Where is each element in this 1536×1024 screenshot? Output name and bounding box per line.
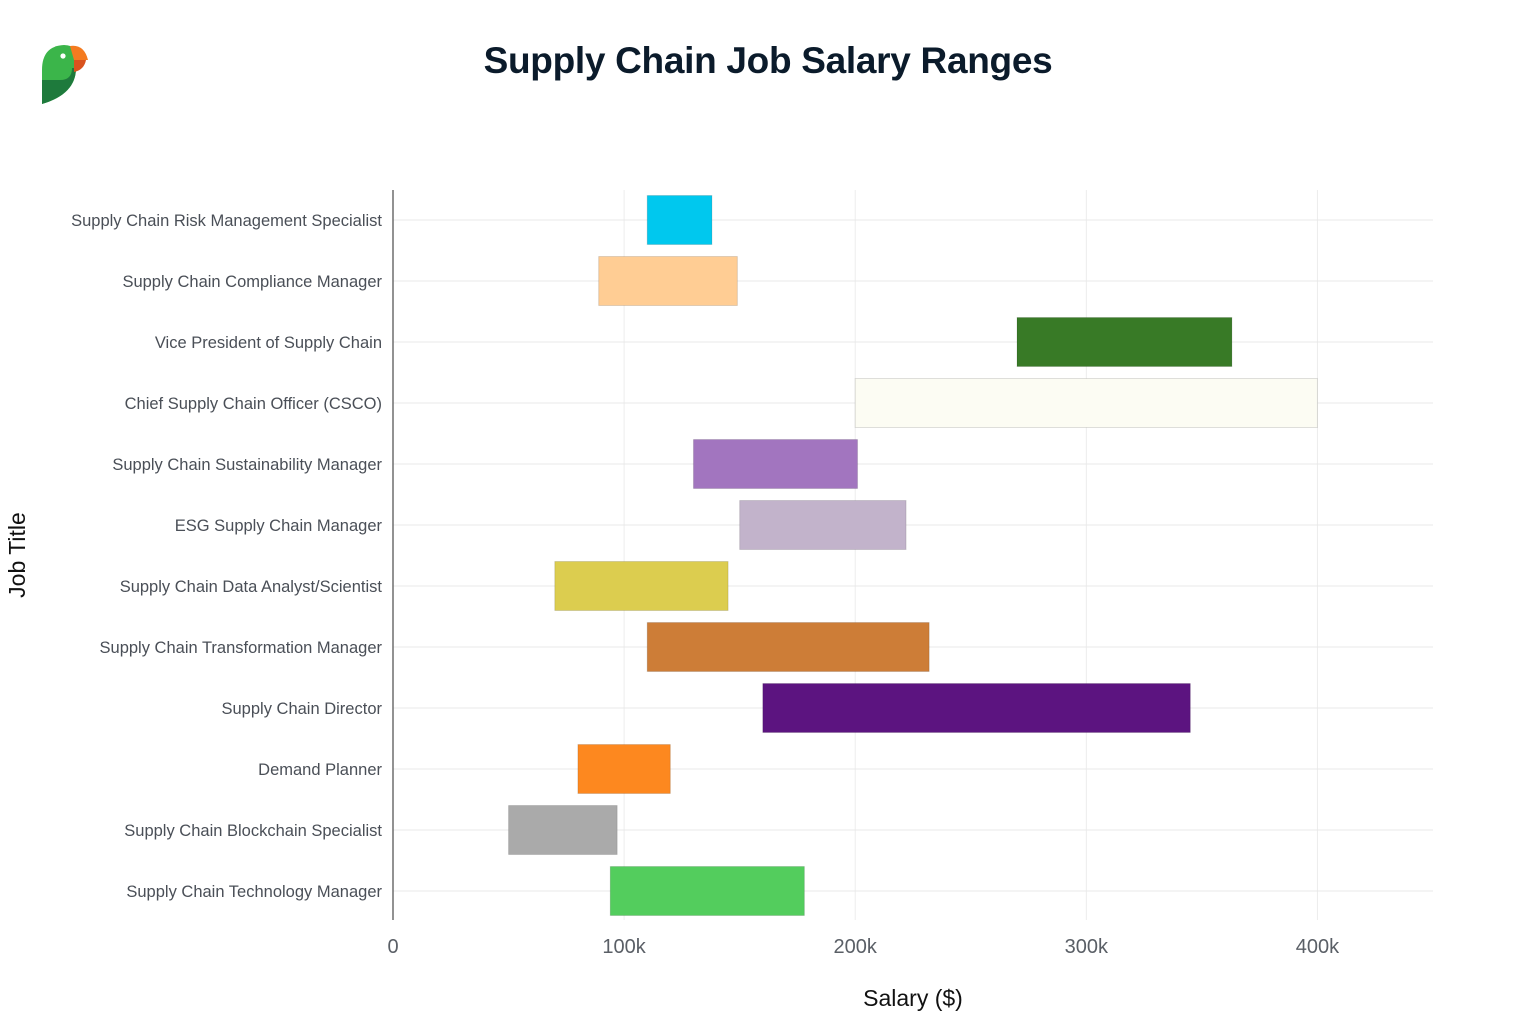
x-tick-labels: 0 100k 200k 300k 400k (387, 936, 1340, 958)
bar-supply-chain-risk-management-specialist[interactable] (646, 195, 713, 245)
bars (508, 195, 1318, 916)
y-tick-label: Supply Chain Technology Manager (126, 883, 382, 901)
x-tick-label: 0 (387, 936, 398, 958)
y-tick-label: Supply Chain Transformation Manager (100, 639, 383, 657)
y-tick-label: ESG Supply Chain Manager (175, 517, 383, 535)
bar-supply-chain-sustainability-manager[interactable] (692, 439, 859, 489)
y-tick-label: Supply Chain Data Analyst/Scientist (120, 578, 383, 596)
y-tick-label: Vice President of Supply Chain (155, 334, 382, 352)
x-tick-label: 400k (1296, 936, 1340, 958)
bar-supply-chain-blockchain-specialist[interactable] (508, 805, 618, 855)
x-tick-label: 200k (834, 936, 878, 958)
y-tick-label: Supply Chain Risk Management Specialist (71, 212, 382, 230)
bar-supply-chain-data-analyst-scientist[interactable] (554, 561, 729, 611)
parrot-logo-icon (42, 45, 88, 104)
bar-chief-supply-chain-officer-csco[interactable] (854, 378, 1318, 428)
y-tick-label: Supply Chain Compliance Manager (122, 273, 382, 291)
y-tick-label: Chief Supply Chain Officer (CSCO) (125, 395, 382, 413)
y-tick-label: Demand Planner (258, 761, 382, 779)
bar-supply-chain-technology-manager[interactable] (609, 866, 805, 916)
bar-supply-chain-director[interactable] (762, 683, 1191, 733)
bar-vice-president-of-supply-chain[interactable] (1016, 317, 1233, 367)
y-axis-title: Job Title (4, 512, 30, 598)
y-tick-label: Supply Chain Blockchain Specialist (124, 822, 382, 840)
chart-title: Supply Chain Job Salary Ranges (483, 40, 1053, 81)
x-tick-label: 300k (1065, 936, 1109, 958)
x-axis-title: Salary ($) (863, 985, 963, 1011)
y-tick-labels: Supply Chain Risk Management Specialist S… (71, 212, 382, 901)
y-tick-label: Supply Chain Sustainability Manager (112, 456, 382, 474)
bar-supply-chain-compliance-manager[interactable] (598, 256, 738, 306)
bar-demand-planner[interactable] (577, 744, 671, 794)
bar-supply-chain-transformation-manager[interactable] (646, 622, 930, 672)
y-tick-label: Supply Chain Director (222, 700, 383, 718)
x-tick-label: 100k (602, 936, 646, 958)
bar-esg-supply-chain-manager[interactable] (739, 500, 907, 550)
